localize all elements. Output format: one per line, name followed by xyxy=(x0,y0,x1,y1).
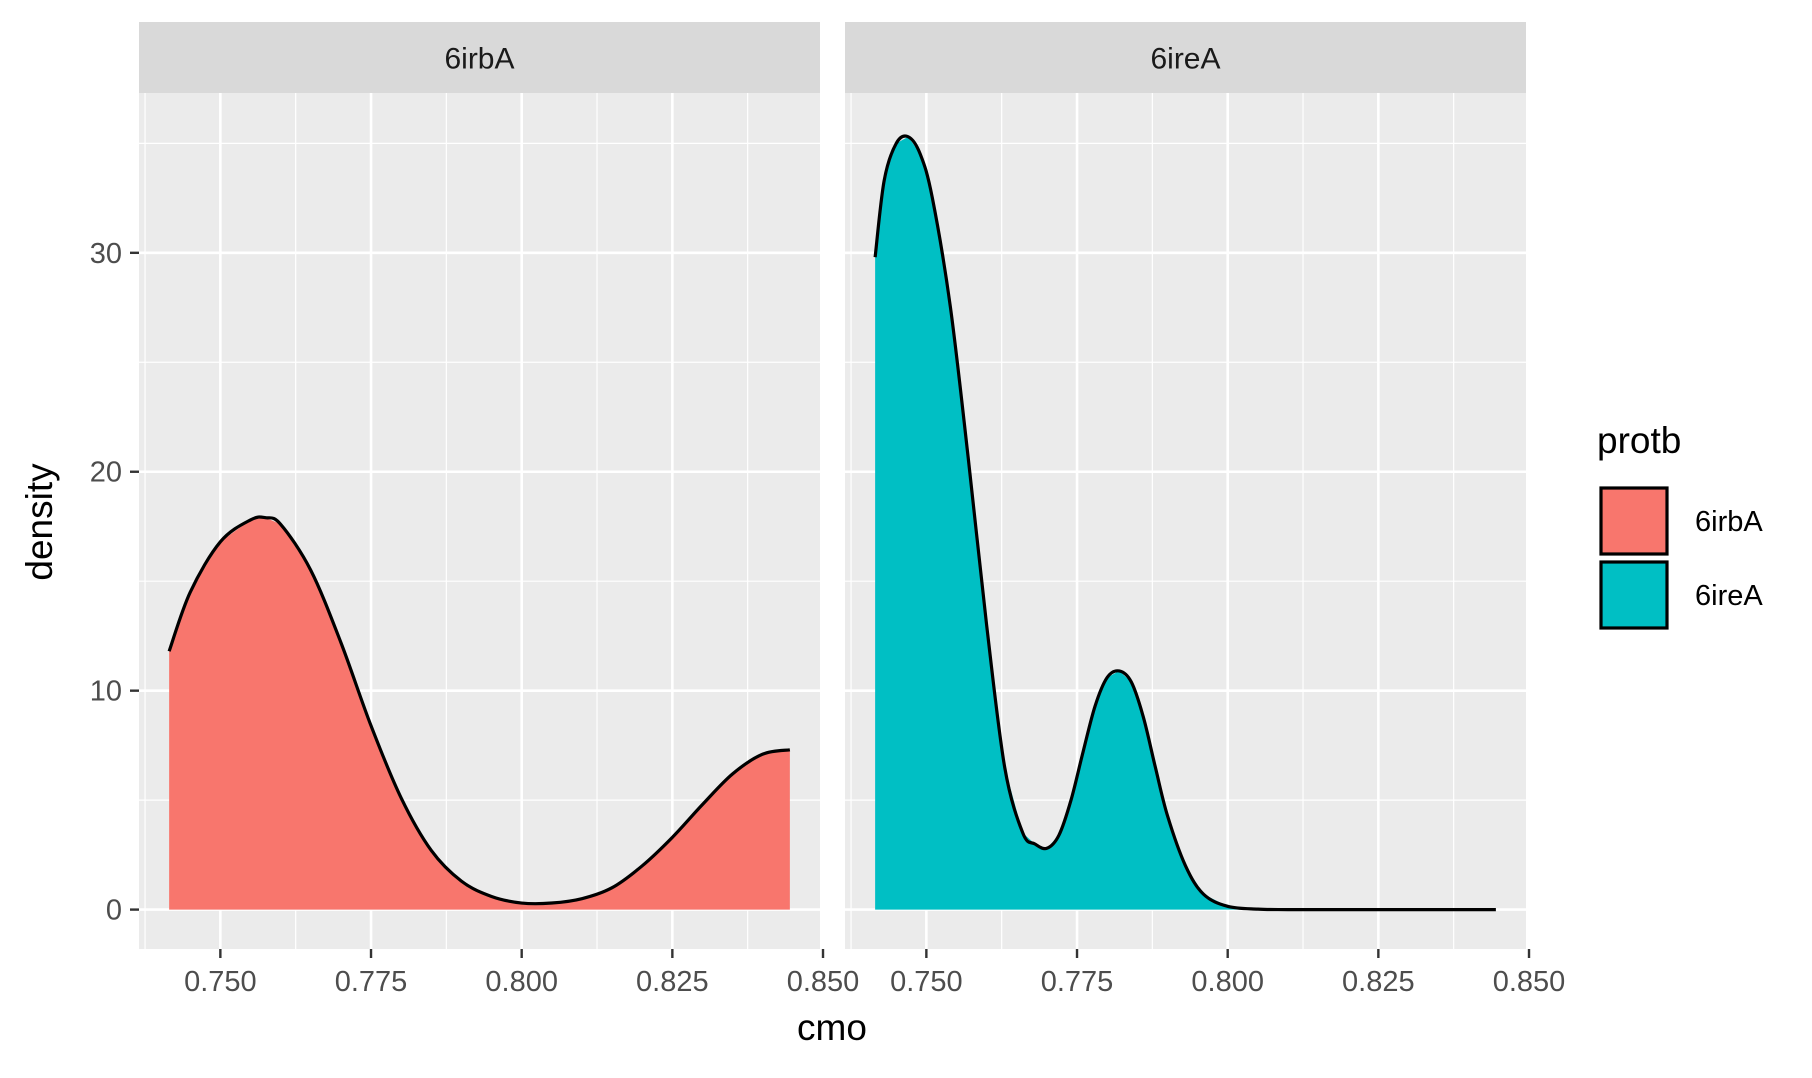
x-tick-label: 0.800 xyxy=(1191,966,1264,998)
legend: protb 6irbA 6ireA xyxy=(1597,420,1763,630)
legend-key-6irbA xyxy=(1599,486,1669,556)
density-line-6ireA xyxy=(873,134,1496,912)
facet-panel-6irbA: 6irbA xyxy=(139,22,825,949)
x-tick-label: 0.800 xyxy=(485,966,558,998)
facet-strip xyxy=(845,22,1526,93)
y-tick-label: 0 xyxy=(106,895,122,927)
legend-key-6ireA xyxy=(1599,560,1669,630)
y-tick-label: 10 xyxy=(90,676,122,708)
facet-panel-6ireA: 6ireA xyxy=(845,22,1531,949)
density-area-6ireA xyxy=(875,136,1496,910)
density-area-6irbA xyxy=(169,517,790,910)
legend-label-6irbA: 6irbA xyxy=(1695,506,1763,538)
x-axis-title: cmo xyxy=(797,1007,867,1048)
y-tick-label: 20 xyxy=(90,457,122,489)
legend-label-6ireA: 6ireA xyxy=(1695,580,1763,612)
x-tick-label: 0.850 xyxy=(1493,966,1566,998)
density-line-6irbA xyxy=(167,515,791,906)
x-tick-label: 0.850 xyxy=(787,966,860,998)
legend-title: protb xyxy=(1597,420,1681,461)
x-tick-label: 0.775 xyxy=(335,966,408,998)
y-axis-title: density xyxy=(19,463,60,581)
facet-strip-label: 6irbA xyxy=(444,43,514,76)
facet-strip-label: 6ireA xyxy=(1150,43,1220,76)
x-tick-label: 0.825 xyxy=(1342,966,1415,998)
facet-strip xyxy=(139,22,820,93)
facet-panels: 6irbA 6ireA xyxy=(139,22,1531,949)
x-tick-label: 0.750 xyxy=(890,966,963,998)
x-tick-label: 0.825 xyxy=(636,966,709,998)
x-tick-label: 0.750 xyxy=(184,966,257,998)
axes: 0.750 0.775 0.800 0.825 0.850 0.750 0.775 0.800… xyxy=(90,238,1566,998)
y-tick-label: 30 xyxy=(90,238,122,270)
x-tick-label: 0.775 xyxy=(1041,966,1114,998)
